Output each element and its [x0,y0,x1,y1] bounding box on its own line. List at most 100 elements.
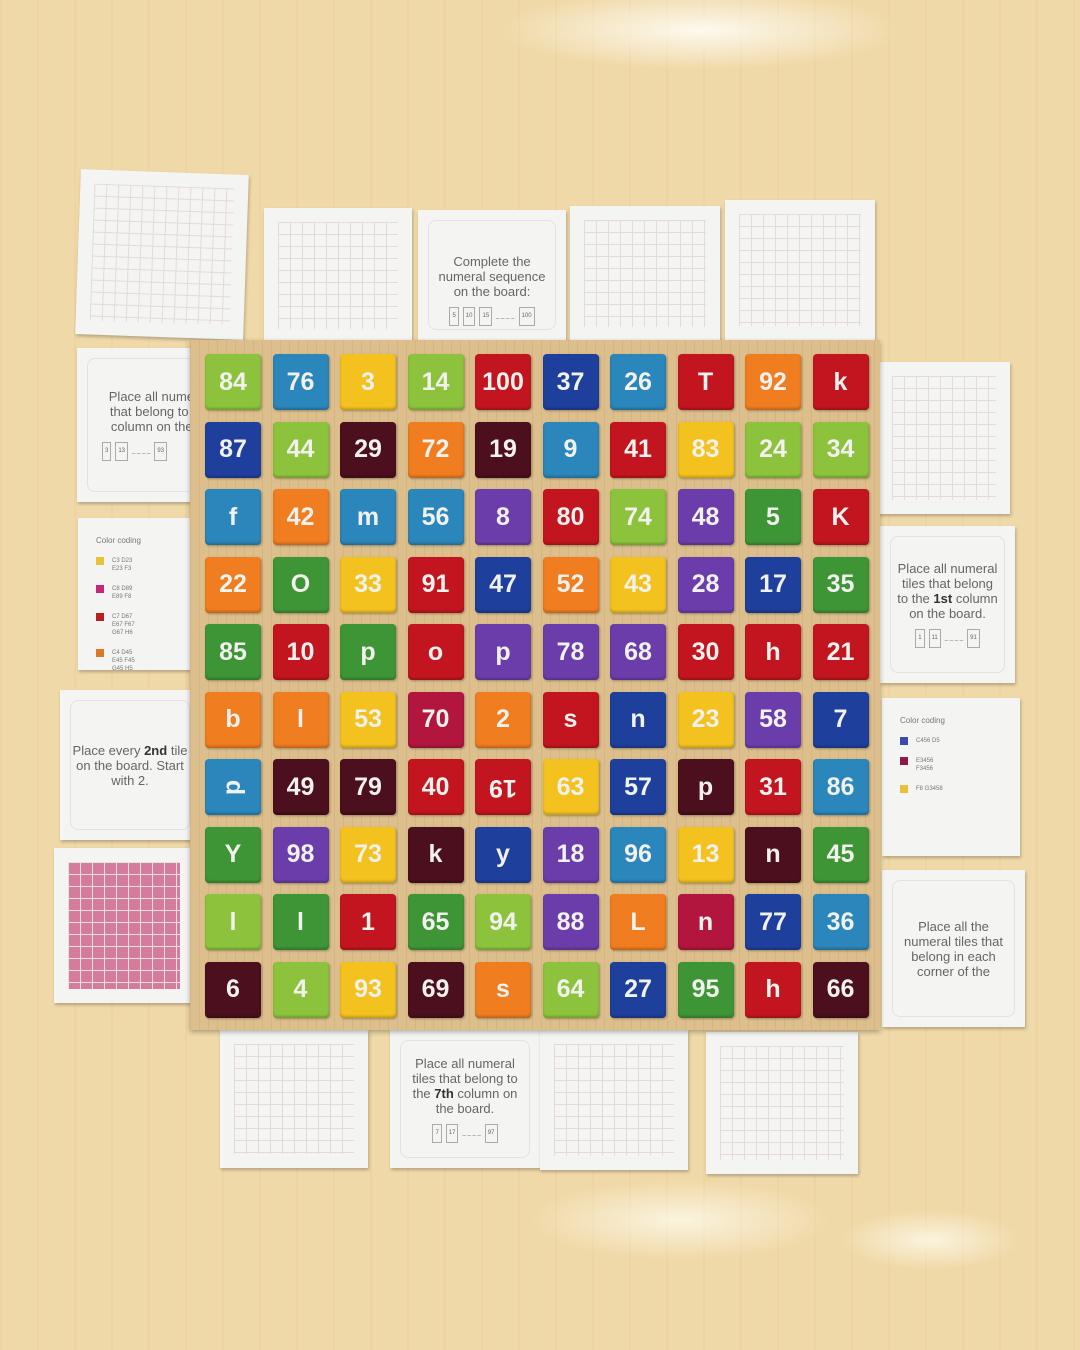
tile[interactable]: 56 [407,489,464,545]
tile[interactable]: 19 [475,421,531,478]
tile[interactable]: K [812,489,869,545]
tile[interactable]: 80 [542,489,599,545]
tile[interactable]: o [407,624,464,680]
tile[interactable]: 41 [610,421,666,478]
tile[interactable]: 72 [407,421,464,478]
tile[interactable]: h [745,624,801,680]
tile[interactable]: 33 [340,556,396,613]
tile[interactable]: 95 [677,961,734,1018]
number-grid-card[interactable] [264,208,412,343]
tile[interactable]: 48 [677,489,734,545]
column-3-card[interactable]: Place all numeral tiles that belong to t… [77,348,207,502]
tile[interactable]: 66 [812,961,869,1018]
tile[interactable]: 30 [677,624,734,680]
tile[interactable]: 34 [812,421,869,478]
tile[interactable]: Y [205,826,261,883]
tile[interactable]: 86 [812,759,869,815]
tile[interactable]: 8 [475,489,531,545]
column-7-card[interactable]: Place all numeral tiles that belong to t… [390,1030,540,1168]
tile[interactable]: 53 [340,691,396,748]
tile[interactable]: 4 [272,961,329,1018]
tile[interactable]: 29 [340,421,396,478]
tile[interactable]: p [677,759,734,815]
tile[interactable]: 100 [475,354,531,410]
tile[interactable]: h [745,961,801,1018]
tile[interactable]: 27 [610,961,666,1018]
tile[interactable]: 26 [610,354,666,410]
tile[interactable]: p [205,759,261,815]
tile[interactable]: 83 [677,421,734,478]
tile[interactable]: 69 [407,961,464,1018]
tile[interactable]: T [677,354,734,410]
tile[interactable]: 57 [610,759,666,815]
column-1-card[interactable]: Place all numeral tiles that belong to t… [880,526,1015,683]
tile[interactable]: 88 [542,894,599,950]
tile[interactable]: 65 [407,894,464,950]
tile[interactable]: 37 [542,354,599,410]
tile[interactable]: 87 [205,421,261,478]
tile[interactable]: 68 [610,624,666,680]
tile[interactable]: s [542,691,599,748]
diagonal-card[interactable] [878,362,1010,514]
tile[interactable]: b [205,691,261,748]
sequence-card[interactable]: Complete the numeral sequence on the boa… [418,210,566,340]
color-coding-card[interactable]: Color coding C3 D23 E23 F3 C8 D89 E89 F8 C7… [78,518,198,670]
tile[interactable]: l [272,691,329,748]
tile[interactable]: 42 [272,489,329,545]
tile[interactable]: l [272,894,329,950]
tile[interactable]: 63 [542,759,599,815]
tile[interactable]: 24 [745,421,801,478]
corner-card[interactable]: Place all the numeral tiles that belong … [882,870,1025,1027]
tile[interactable]: 40 [407,759,464,815]
tile[interactable]: 85 [205,624,261,680]
number-grid-card[interactable] [725,200,875,340]
tile[interactable]: 13 [677,826,734,883]
tile[interactable]: k [407,826,464,883]
tile[interactable]: n [745,826,801,883]
tile[interactable]: n [677,894,734,950]
tile[interactable]: 92 [745,354,801,410]
color-pattern-card[interactable] [54,848,194,1003]
tile[interactable]: 28 [677,556,734,613]
color-coding-card[interactable]: Color coding C456 D5 E3456 F3456 F8 G3458 [882,698,1020,856]
tile[interactable]: 6 [205,961,261,1018]
column-grid-card[interactable] [706,1032,858,1174]
diagonal-card[interactable] [220,1030,368,1168]
tile[interactable]: 9 [542,421,599,478]
tile[interactable]: 18 [542,826,599,883]
tile[interactable]: 96 [610,826,666,883]
tile[interactable]: O [272,556,329,613]
tile[interactable]: 98 [272,826,329,883]
tile[interactable]: m [340,489,396,545]
tile[interactable]: p [475,624,531,680]
tile[interactable]: 44 [272,421,329,478]
tile[interactable]: 79 [340,759,396,815]
tile[interactable]: 76 [272,354,329,410]
tile[interactable]: 58 [745,691,801,748]
tile[interactable]: 36 [812,894,869,950]
tile[interactable]: 64 [542,961,599,1018]
tile[interactable]: 47 [475,556,531,613]
tile[interactable]: 52 [542,556,599,613]
tile[interactable]: 3 [340,354,396,410]
tile[interactable]: 93 [340,961,396,1018]
tile[interactable]: n [610,691,666,748]
flower-pattern-card[interactable] [540,1030,688,1170]
tile[interactable]: 31 [745,759,801,815]
tile[interactable]: f [205,489,261,545]
tile[interactable]: 23 [677,691,734,748]
pattern-card[interactable] [75,169,249,340]
tile[interactable]: 5 [745,489,801,545]
tile[interactable]: 84 [205,354,261,410]
tile[interactable]: 45 [812,826,869,883]
tile[interactable]: 78 [542,624,599,680]
tile[interactable]: 2 [475,691,531,748]
every-2nd-card[interactable]: Place every 2nd tile on the board. Start… [60,690,200,840]
tile[interactable]: 73 [340,826,396,883]
tile[interactable]: 14 [407,354,464,410]
tile[interactable]: 22 [205,556,261,613]
tile[interactable]: 77 [745,894,801,950]
tile[interactable]: 74 [610,489,666,545]
tile[interactable]: 35 [812,556,869,613]
tile[interactable]: y [475,826,531,883]
